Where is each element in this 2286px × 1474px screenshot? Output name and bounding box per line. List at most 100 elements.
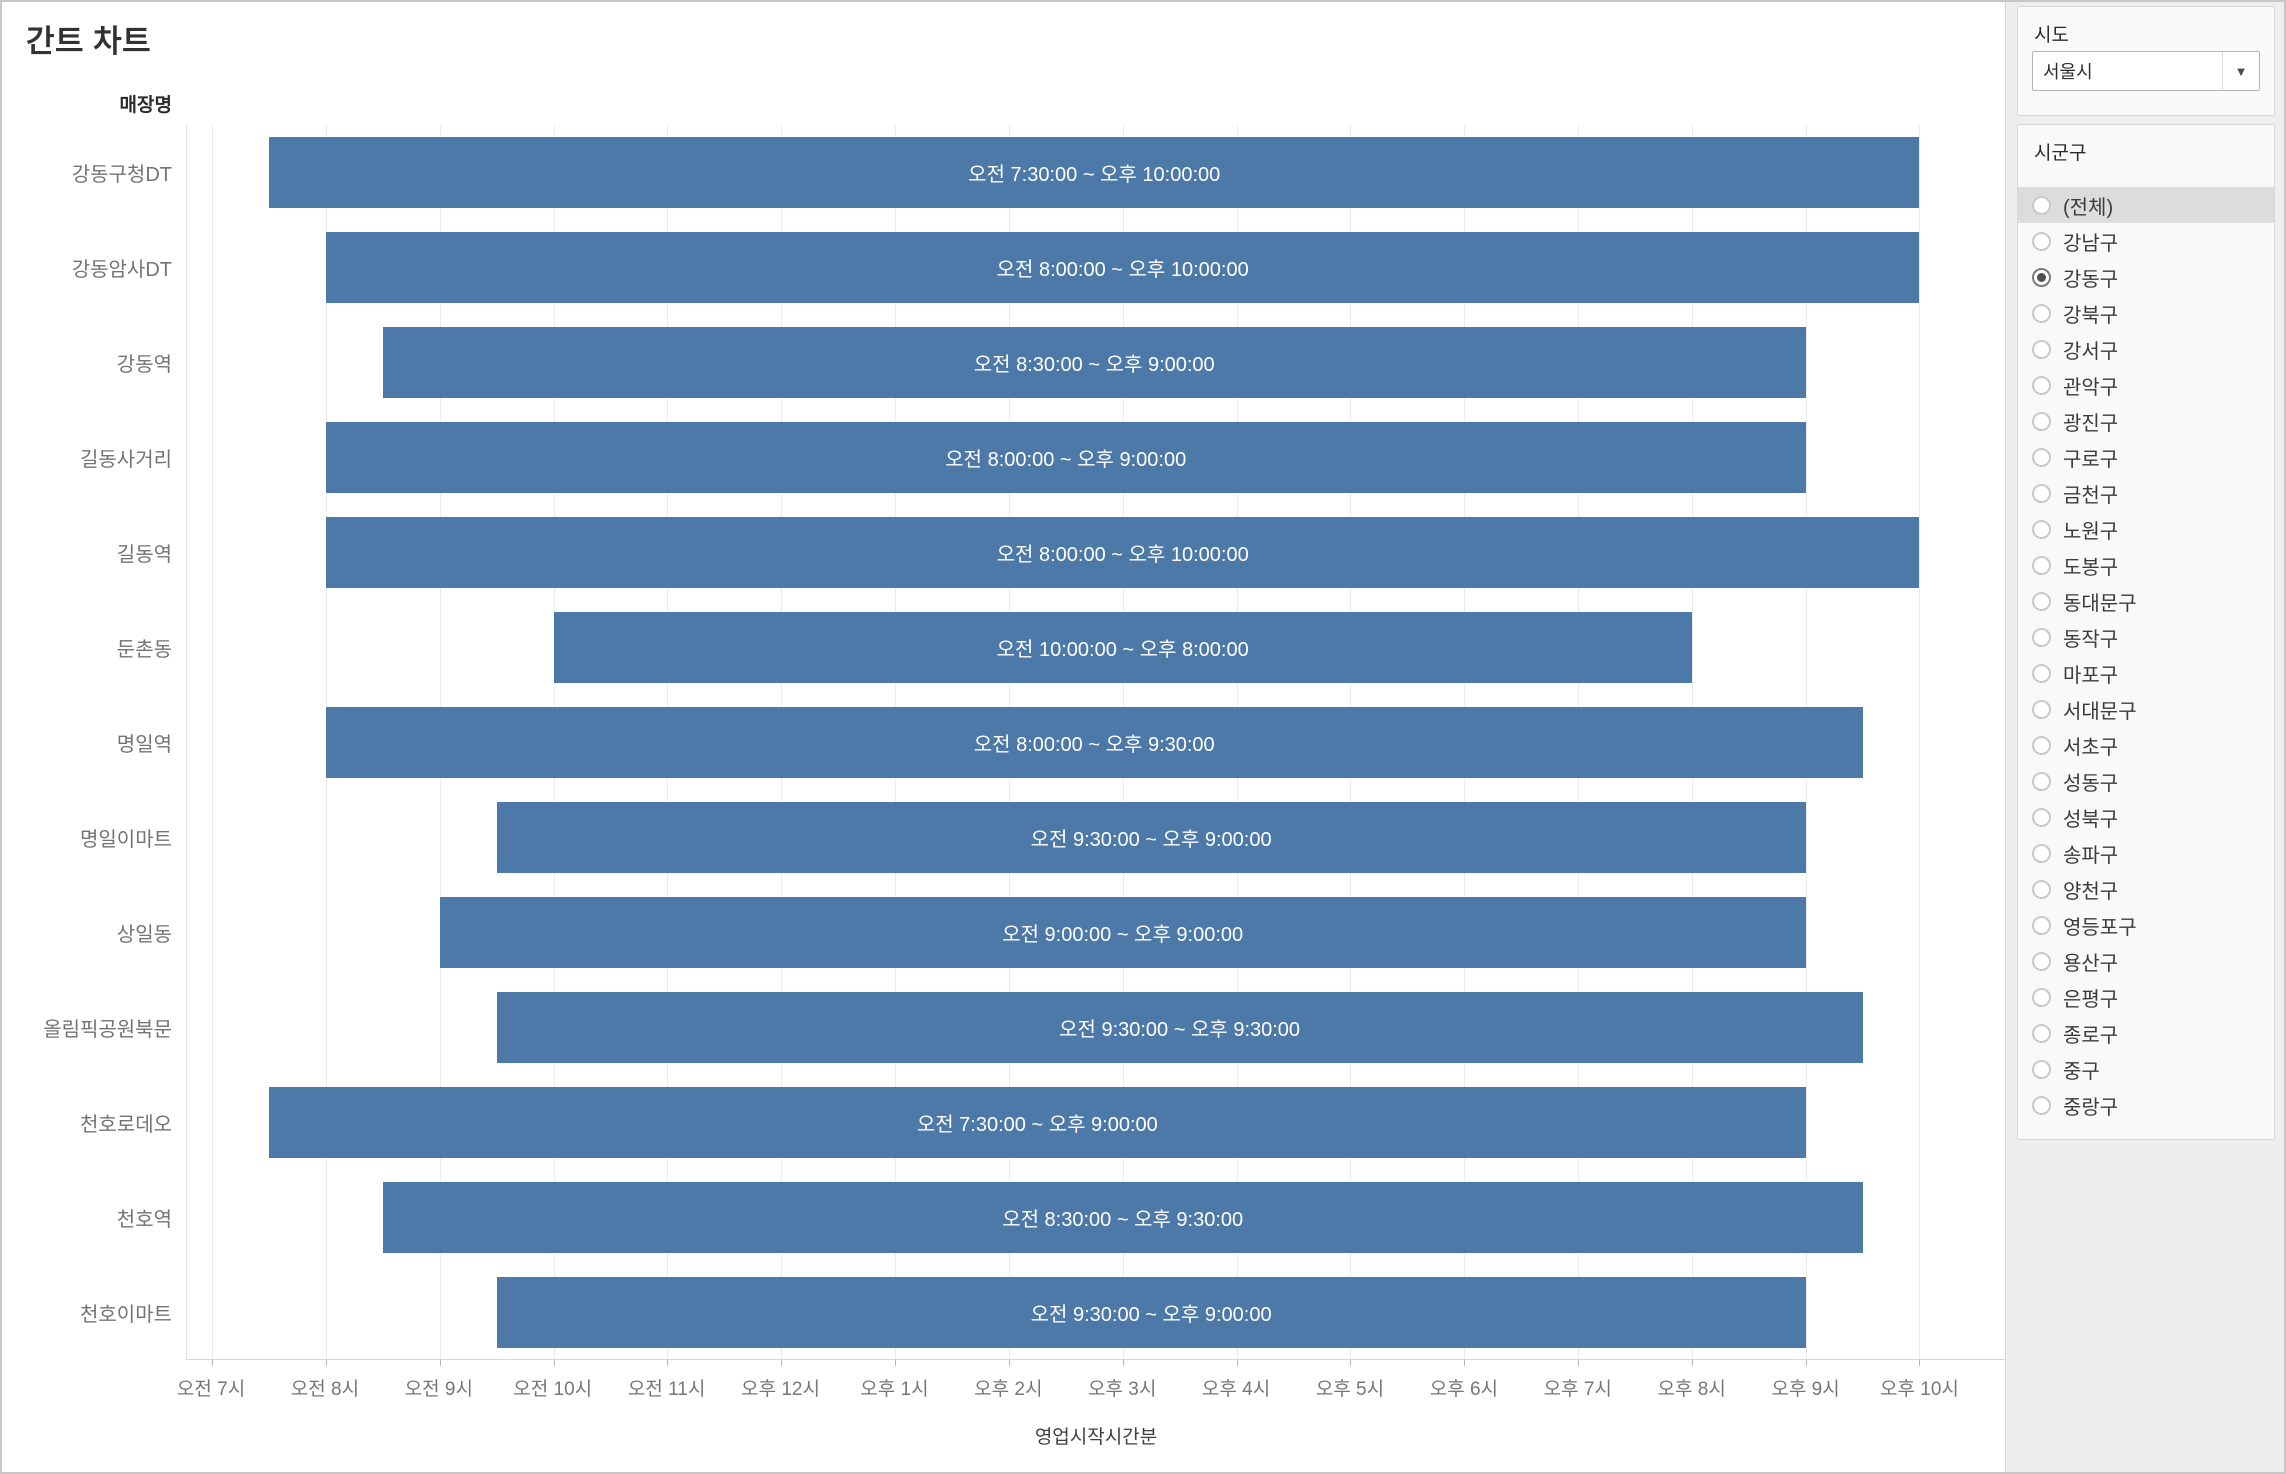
radio-icon[interactable] xyxy=(2032,699,2051,719)
radio-icon[interactable] xyxy=(2032,735,2051,755)
gantt-bar[interactable]: 오전 8:00:00 ~ 오후 10:00:00 xyxy=(325,232,1920,303)
sigungu-option-label: 강북구 xyxy=(2063,304,2119,327)
sigungu-option[interactable]: 동대문구 xyxy=(2018,583,2274,619)
radio-icon[interactable] xyxy=(2032,627,2051,647)
sido-dropdown-arrow-button[interactable]: ▼ xyxy=(2222,52,2259,90)
sigungu-option-label: 마포구 xyxy=(2063,664,2119,687)
gantt-bar[interactable]: 오전 9:30:00 ~ 오후 9:00:00 xyxy=(496,802,1806,873)
row-label: 명일역 xyxy=(116,734,172,756)
sigungu-option[interactable]: 서대문구 xyxy=(2018,691,2274,727)
gantt-bar[interactable]: 오전 8:00:00 ~ 오후 9:00:00 xyxy=(325,422,1806,493)
sigungu-option[interactable]: 송파구 xyxy=(2018,835,2274,871)
gantt-row: 오전 8:00:00 ~ 오후 9:00:00 xyxy=(187,410,2006,505)
sigungu-option[interactable]: 강동구 xyxy=(2018,259,2274,295)
radio-icon[interactable] xyxy=(2032,1059,2051,1079)
sido-filter-title: 시도 xyxy=(2034,25,2069,46)
radio-icon[interactable] xyxy=(2032,591,2051,611)
row-label: 상일동 xyxy=(116,924,172,946)
radio-icon[interactable] xyxy=(2032,879,2051,899)
sigungu-option[interactable]: 강서구 xyxy=(2018,331,2274,367)
tick-mark xyxy=(212,1360,214,1366)
sigungu-option[interactable]: 구로구 xyxy=(2018,439,2274,475)
gantt-plot: 오전 7:30:00 ~ 오후 10:00:00 오전 8:00:00 ~ 오후 … xyxy=(186,125,2006,1366)
gantt-bar[interactable]: 오전 9:30:00 ~ 오후 9:00:00 xyxy=(496,1277,1806,1348)
sigungu-option[interactable]: 은평구 xyxy=(2018,979,2274,1015)
gantt-bar[interactable]: 오전 8:00:00 ~ 오후 10:00:00 xyxy=(325,517,1920,588)
radio-icon[interactable] xyxy=(2032,375,2051,395)
gantt-bar[interactable]: 오전 10:00:00 ~ 오후 8:00:00 xyxy=(553,612,1692,683)
row-label: 올림픽공원북문 xyxy=(43,1019,172,1041)
radio-icon[interactable] xyxy=(2032,519,2051,539)
x-tick-label: 오후 10시 xyxy=(1880,1379,1959,1400)
radio-icon[interactable] xyxy=(2032,555,2051,575)
radio-icon[interactable] xyxy=(2032,303,2051,323)
radio-selected-icon[interactable] xyxy=(2032,267,2051,287)
gantt-bar[interactable]: 오전 7:30:00 ~ 오후 9:00:00 xyxy=(268,1087,1806,1158)
sigungu-option[interactable]: 양천구 xyxy=(2018,871,2274,907)
radio-icon[interactable] xyxy=(2032,663,2051,683)
sigungu-option[interactable]: 도봉구 xyxy=(2018,547,2274,583)
gantt-row: 오전 8:00:00 ~ 오후 10:00:00 xyxy=(187,220,2006,315)
radio-icon[interactable] xyxy=(2032,411,2051,431)
gantt-bar[interactable]: 오전 9:30:00 ~ 오후 9:30:00 xyxy=(496,992,1863,1063)
sigungu-option[interactable]: 강북구 xyxy=(2018,295,2274,331)
tick-mark xyxy=(553,1360,555,1366)
sigungu-option[interactable]: 금천구 xyxy=(2018,475,2274,511)
gantt-bar[interactable]: 오전 8:00:00 ~ 오후 9:30:00 xyxy=(325,707,1863,778)
radio-icon[interactable] xyxy=(2032,195,2051,215)
sigungu-option-label: 용산구 xyxy=(2063,952,2119,975)
sigungu-option[interactable]: 강남구 xyxy=(2018,223,2274,259)
radio-icon[interactable] xyxy=(2032,1095,2051,1115)
row-labels: 강동구청DT 강동암사DT 강동역 길동사거리 길동역 둔촌동 명일역 명일이마트 상일동 올림픽… xyxy=(2,125,172,1360)
x-tick-label: 오전 11시 xyxy=(627,1379,706,1400)
gantt-bar[interactable]: 오전 8:30:00 ~ 오후 9:00:00 xyxy=(382,327,1806,398)
sigungu-option[interactable]: 서초구 xyxy=(2018,727,2274,763)
sigungu-option[interactable]: 용산구 xyxy=(2018,943,2274,979)
sigungu-option[interactable]: 영등포구 xyxy=(2018,907,2274,943)
sigungu-option[interactable]: 중랑구 xyxy=(2018,1087,2274,1123)
sigungu-filter-title: 시군구 xyxy=(2034,143,2087,164)
sigungu-option-label: 동대문구 xyxy=(2063,592,2137,615)
radio-icon[interactable] xyxy=(2032,339,2051,359)
radio-icon[interactable] xyxy=(2032,807,2051,827)
row-label: 길동역 xyxy=(116,544,172,566)
radio-icon[interactable] xyxy=(2032,483,2051,503)
sigungu-option[interactable]: 관악구 xyxy=(2018,367,2274,403)
radio-icon[interactable] xyxy=(2032,987,2051,1007)
radio-icon[interactable] xyxy=(2032,771,2051,791)
sigungu-option-label: 구로구 xyxy=(2063,448,2119,471)
sigungu-option[interactable]: 종로구 xyxy=(2018,1015,2274,1051)
radio-icon[interactable] xyxy=(2032,951,2051,971)
sigungu-option-label: 광진구 xyxy=(2063,412,2119,435)
gantt-bar[interactable]: 오전 7:30:00 ~ 오후 10:00:00 xyxy=(268,137,1920,208)
row-label: 둔촌동 xyxy=(116,639,172,661)
radio-icon[interactable] xyxy=(2032,1023,2051,1043)
sido-dropdown[interactable]: 서울시 ▼ xyxy=(2032,51,2260,91)
sigungu-option[interactable]: 동작구 xyxy=(2018,619,2274,655)
sigungu-option[interactable]: 중구 xyxy=(2018,1051,2274,1087)
radio-icon[interactable] xyxy=(2032,447,2051,467)
sigungu-option[interactable]: 성북구 xyxy=(2018,799,2274,835)
chart-title: 간트 차트 xyxy=(26,24,152,59)
bar-time-label: 오전 9:30:00 ~ 오후 9:30:00 xyxy=(1059,1019,1301,1041)
radio-icon[interactable] xyxy=(2032,231,2051,251)
gantt-bar[interactable]: 오전 9:00:00 ~ 오후 9:00:00 xyxy=(439,897,1806,968)
radio-icon[interactable] xyxy=(2032,843,2051,863)
bar-time-label: 오전 8:00:00 ~ 오후 10:00:00 xyxy=(996,544,1249,566)
sigungu-option[interactable]: (전체) xyxy=(2018,187,2274,223)
bar-time-label: 오전 8:00:00 ~ 오후 9:30:00 xyxy=(973,734,1215,756)
caret-down-icon: ▼ xyxy=(2234,63,2248,79)
radio-icon[interactable] xyxy=(2032,915,2051,935)
gantt-row: 오전 9:00:00 ~ 오후 9:00:00 xyxy=(187,885,2006,980)
sigungu-option-label: 강서구 xyxy=(2063,340,2119,363)
sigungu-option[interactable]: 노원구 xyxy=(2018,511,2274,547)
row-label: 천호이마트 xyxy=(80,1304,172,1326)
sigungu-option[interactable]: 성동구 xyxy=(2018,763,2274,799)
sigungu-option[interactable]: 마포구 xyxy=(2018,655,2274,691)
bar-time-label: 오전 7:30:00 ~ 오후 9:00:00 xyxy=(916,1114,1158,1136)
sigungu-option[interactable]: 광진구 xyxy=(2018,403,2274,439)
sigungu-option-label: 중구 xyxy=(2063,1060,2100,1083)
tick-mark xyxy=(1691,1360,1693,1366)
gantt-bar[interactable]: 오전 8:30:00 ~ 오후 9:30:00 xyxy=(382,1182,1863,1253)
